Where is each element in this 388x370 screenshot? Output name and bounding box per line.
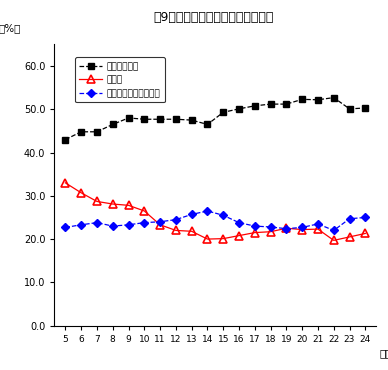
専修学校等入・進学率 (95, 221, 99, 225)
専修学校等入・進学率 (111, 224, 115, 228)
専修学校等入・進学率 (300, 225, 305, 230)
X-axis label: （年度）: （年度） (380, 348, 388, 358)
就職率 (79, 191, 83, 195)
大学等進学率 (79, 130, 83, 134)
大学等進学率 (284, 102, 289, 106)
専修学校等入・進学率 (173, 218, 178, 222)
就職率 (300, 227, 305, 232)
就職率 (253, 231, 257, 235)
大学等進学率 (300, 97, 305, 101)
就職率 (63, 181, 68, 185)
大学等進学率 (221, 110, 225, 115)
就職率 (205, 237, 210, 241)
大学等進学率 (363, 106, 368, 110)
大学等進学率 (173, 117, 178, 121)
Line: 就職率: 就職率 (61, 179, 369, 245)
Line: 大学等進学率: 大学等進学率 (62, 94, 369, 143)
専修学校等入・進学率 (237, 221, 241, 225)
専修学校等入・進学率 (253, 224, 257, 228)
就職率 (95, 199, 99, 204)
Line: 専修学校等入・進学率: 専修学校等入・進学率 (62, 208, 369, 233)
専修学校等入・進学率 (284, 226, 289, 231)
Text: 図9：高等学校卒業者の進路別推移: 図9：高等学校卒業者の進路別推移 (153, 11, 274, 24)
大学等進学率 (126, 116, 131, 120)
就職率 (284, 226, 289, 231)
就職率 (158, 223, 163, 227)
大学等進学率 (63, 137, 68, 142)
就職率 (173, 228, 178, 233)
大学等進学率 (111, 122, 115, 127)
大学等進学率 (189, 118, 194, 122)
専修学校等入・進学率 (142, 221, 147, 225)
専修学校等入・進学率 (189, 212, 194, 217)
就職率 (237, 233, 241, 238)
大学等進学率 (315, 98, 320, 102)
就職率 (126, 203, 131, 208)
専修学校等入・進学率 (205, 209, 210, 213)
専修学校等入・進学率 (363, 215, 368, 220)
就職率 (347, 235, 352, 239)
専修学校等入・進学率 (315, 222, 320, 226)
就職率 (363, 231, 368, 236)
専修学校等入・進学率 (221, 213, 225, 218)
大学等進学率 (268, 102, 273, 106)
大学等進学率 (205, 122, 210, 127)
Y-axis label: （%）: （%） (0, 23, 21, 33)
大学等進学率 (347, 107, 352, 111)
専修学校等入・進学率 (158, 219, 163, 224)
大学等進学率 (331, 95, 336, 100)
大学等進学率 (253, 104, 257, 108)
Legend: 大学等進学率, 就職率, 専修学校等入・進学率: 大学等進学率, 就職率, 専修学校等入・進学率 (75, 57, 165, 102)
就職率 (189, 229, 194, 233)
就職率 (221, 236, 225, 241)
専修学校等入・進学率 (347, 216, 352, 221)
専修学校等入・進学率 (126, 223, 131, 227)
専修学校等入・進学率 (79, 223, 83, 227)
専修学校等入・進学率 (331, 228, 336, 233)
就職率 (268, 229, 273, 234)
大学等進学率 (237, 107, 241, 111)
大学等進学率 (158, 117, 163, 121)
就職率 (142, 209, 147, 213)
就職率 (315, 227, 320, 231)
専修学校等入・進学率 (63, 225, 68, 230)
専修学校等入・進学率 (268, 225, 273, 229)
就職率 (111, 202, 115, 206)
大学等進学率 (142, 117, 147, 121)
就職率 (331, 238, 336, 243)
大学等進学率 (95, 130, 99, 134)
